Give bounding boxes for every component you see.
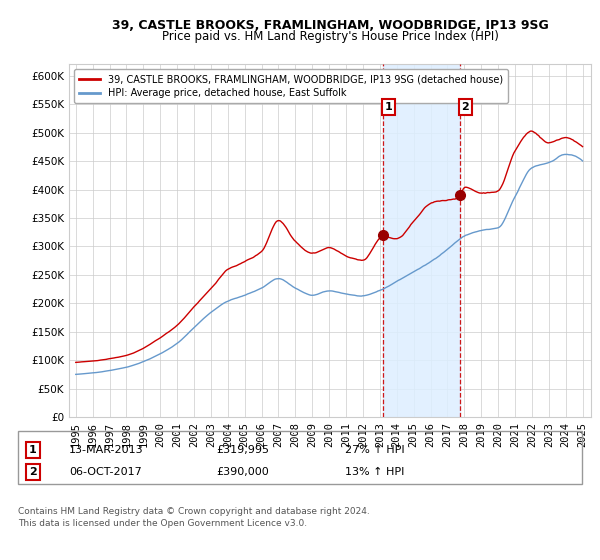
Text: 1: 1 bbox=[29, 445, 37, 455]
Text: £319,995: £319,995 bbox=[216, 445, 269, 455]
Text: 39, CASTLE BROOKS, FRAMLINGHAM, WOODBRIDGE, IP13 9SG: 39, CASTLE BROOKS, FRAMLINGHAM, WOODBRID… bbox=[112, 18, 548, 32]
Text: £390,000: £390,000 bbox=[216, 467, 269, 477]
Text: Contains HM Land Registry data © Crown copyright and database right 2024.
This d: Contains HM Land Registry data © Crown c… bbox=[18, 507, 370, 528]
Text: 13% ↑ HPI: 13% ↑ HPI bbox=[345, 467, 404, 477]
Text: 2: 2 bbox=[461, 102, 469, 112]
Text: Price paid vs. HM Land Registry's House Price Index (HPI): Price paid vs. HM Land Registry's House … bbox=[161, 30, 499, 44]
Legend: 39, CASTLE BROOKS, FRAMLINGHAM, WOODBRIDGE, IP13 9SG (detached house), HPI: Aver: 39, CASTLE BROOKS, FRAMLINGHAM, WOODBRID… bbox=[74, 69, 508, 103]
Text: 06-OCT-2017: 06-OCT-2017 bbox=[69, 467, 142, 477]
Text: 1: 1 bbox=[385, 102, 392, 112]
Bar bbox=[383, 64, 460, 417]
Text: 13-MAR-2013: 13-MAR-2013 bbox=[69, 445, 143, 455]
Text: 2: 2 bbox=[29, 467, 37, 477]
Text: 27% ↑ HPI: 27% ↑ HPI bbox=[345, 445, 404, 455]
